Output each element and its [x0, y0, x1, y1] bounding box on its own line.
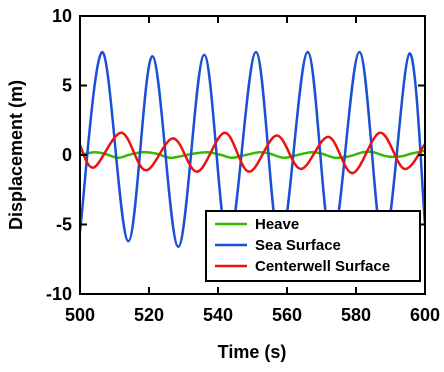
axis-ticks: 500 520 540 560 580 600 -10 -5 0 5 10	[46, 6, 440, 325]
series-line-1	[80, 50, 425, 248]
series-line-2	[80, 131, 425, 175]
x-tick-label: 520	[134, 305, 164, 325]
x-tick-label: 600	[410, 305, 440, 325]
x-axis-label: Time (s)	[218, 342, 287, 362]
legend-box	[205, 210, 421, 282]
y-axis-label: Displacement (m)	[6, 80, 26, 230]
legend-label-2: Centerwell Surface	[255, 258, 390, 275]
legend-label-1: Sea Surface	[255, 237, 341, 254]
y-tick-label: 0	[62, 145, 72, 165]
series-layer	[80, 50, 425, 248]
y-tick-label: 10	[52, 6, 72, 26]
x-tick-label: 540	[203, 305, 233, 325]
x-tick-label: 500	[65, 305, 95, 325]
y-tick-label: -10	[46, 284, 72, 304]
y-tick-label: 5	[62, 76, 72, 96]
y-tick-label: -5	[56, 215, 72, 235]
legend: Heave Sea Surface Centerwell Surface	[205, 210, 421, 282]
x-tick-label: 560	[272, 305, 302, 325]
x-tick-label: 580	[341, 305, 371, 325]
legend-label-0: Heave	[255, 216, 299, 233]
